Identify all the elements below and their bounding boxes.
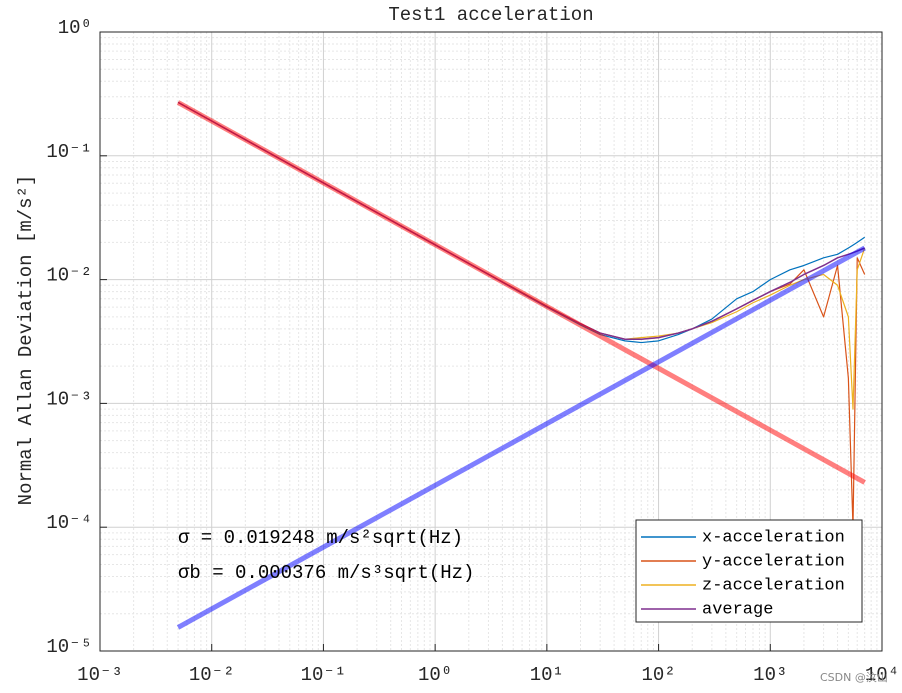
x-tick-label: 10¹ (530, 664, 564, 686)
legend-label: average (702, 600, 773, 619)
x-tick-label: 10⁻¹ (301, 664, 347, 686)
legend-label: x-acceleration (702, 528, 845, 547)
y-tick-label: 10⁻¹ (46, 141, 92, 163)
chart-title: Test1 acceleration (388, 4, 593, 26)
x-tick-label: 10² (641, 664, 675, 686)
x-tick-label: 10⁻³ (77, 664, 123, 686)
x-tick-label: 10⁻² (189, 664, 235, 686)
x-tick-label: 10³ (753, 664, 787, 686)
y-tick-label: 10⁻³ (46, 388, 92, 410)
y-tick-label: 10⁻² (46, 265, 92, 287)
y-tick-label: 10⁰ (58, 17, 92, 39)
fit-line (176, 245, 866, 630)
x-tick-label: 10⁴ (865, 664, 899, 686)
annotation: σ = 0.019248 m/s²sqrt(Hz) (178, 527, 463, 549)
legend-label: y-acceleration (702, 552, 845, 571)
y-axis-label: Normal Allan Deviation [m/s²] (15, 175, 37, 506)
y-tick-label: 10⁻⁴ (46, 512, 92, 534)
fit-line (176, 100, 866, 485)
x-tick-label: 10⁰ (418, 664, 452, 686)
legend-label: z-acceleration (702, 576, 845, 595)
plot-frame (99, 31, 883, 652)
annotation: σb = 0.000376 m/s³sqrt(Hz) (178, 562, 474, 584)
y-tick-label: 10⁻⁵ (46, 636, 92, 658)
watermark: CSDN @汶山 (820, 670, 888, 684)
